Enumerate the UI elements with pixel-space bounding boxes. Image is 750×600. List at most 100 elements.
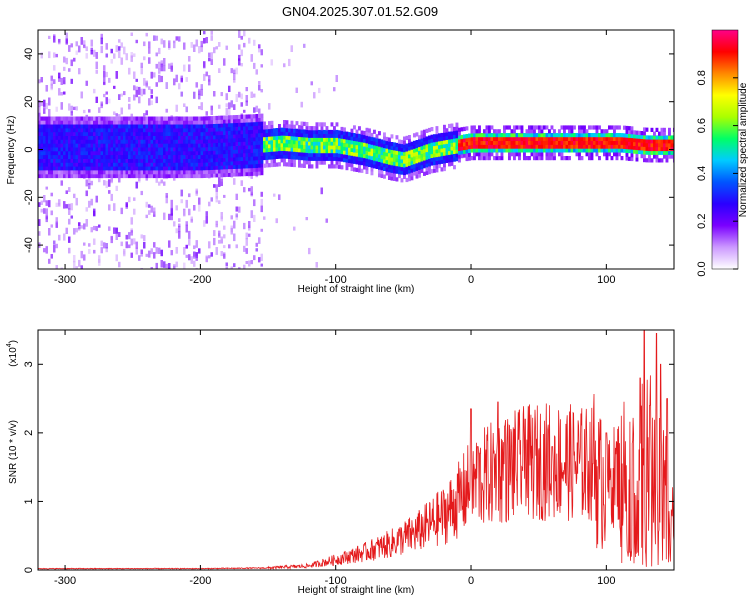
spectrogram-cell — [180, 139, 184, 144]
spectrogram-cell — [340, 146, 344, 151]
spectrogram-cell — [390, 157, 394, 162]
spectrogram-cell — [178, 143, 181, 148]
spectrogram-cell — [210, 139, 214, 144]
spectrogram-cell — [158, 124, 161, 129]
spectrogram-cell — [293, 151, 296, 156]
spectrogram-cell — [123, 147, 126, 152]
spectrogram-cell — [88, 109, 91, 113]
spectrogram-cell — [608, 136, 611, 141]
spectrogram-cell — [45, 131, 49, 136]
spectrogram-cell — [108, 98, 111, 104]
spectrogram-cell — [285, 147, 289, 152]
spectrogram-cell — [245, 145, 249, 150]
spectrogram-cell — [413, 156, 416, 161]
spectrogram-cell — [95, 173, 99, 179]
spectrogram-cell — [48, 128, 51, 133]
spectrogram-cell — [50, 224, 53, 228]
spectrogram-cell — [105, 131, 109, 136]
spectrogram-cell — [115, 71, 118, 79]
spectrogram-cell — [298, 140, 301, 145]
spectrogram-cell — [485, 136, 489, 141]
spectrogram-cell — [95, 61, 98, 70]
spectrogram-cell — [533, 129, 536, 134]
spectrogram-cell — [480, 152, 484, 157]
spectrogram-cell — [433, 149, 436, 154]
spectrogram-cell — [195, 173, 199, 179]
spectrogram-cell — [405, 177, 409, 183]
spectrogram-cell — [193, 158, 196, 163]
spectrogram-cell — [305, 144, 309, 150]
spectrogram-cell — [545, 152, 549, 157]
spectrogram-cell — [300, 121, 304, 126]
spectrogram-cell — [118, 50, 121, 59]
spectrogram-cell — [238, 137, 241, 142]
spectrogram-cell — [240, 102, 243, 107]
spectrogram-cell — [205, 211, 208, 216]
spectrogram-cell — [233, 233, 236, 242]
spectrogram-cell — [218, 142, 221, 147]
spectrogram-cell — [175, 205, 178, 211]
spectrogram-cell — [173, 78, 176, 86]
spectrogram-cell — [425, 151, 429, 156]
spectrogram-cell — [53, 35, 56, 43]
spectrogram-cell — [425, 136, 429, 141]
spectrogram-cell — [563, 140, 566, 145]
spectrogram-cell — [358, 145, 361, 150]
spectrogram-cell — [205, 111, 208, 116]
spectrogram-cell — [200, 135, 204, 140]
spectrogram-cell — [175, 128, 179, 133]
spectrogram-cell — [273, 132, 276, 137]
spectrogram-cell — [230, 168, 234, 173]
spectrogram-cell — [175, 104, 178, 112]
spectrogram-cell — [483, 140, 486, 145]
spectrogram-cell — [165, 162, 169, 167]
spectrogram-cell — [103, 120, 106, 125]
spectrogram-cell — [208, 52, 211, 58]
spectrogram-cell — [118, 162, 121, 167]
spectrogram-cell — [220, 239, 223, 244]
spectrogram-cell — [338, 145, 341, 150]
spectrogram-cell — [308, 152, 311, 157]
spectrogram-cell — [185, 221, 188, 226]
spectrogram-cell — [385, 159, 389, 164]
spectrogram-cell — [95, 162, 99, 167]
spectrogram-cell — [63, 56, 66, 63]
spectrogram-cell — [180, 131, 184, 136]
spectrogram-cell — [455, 157, 459, 162]
spectrogram-cell — [588, 136, 591, 141]
spectrogram-cell — [148, 135, 151, 140]
spectrogram-cell — [390, 134, 394, 139]
spectrogram-cell — [270, 155, 274, 160]
spectrogram-cell — [125, 241, 128, 249]
spectrogram-cell — [218, 134, 221, 140]
spectrogram-cell — [195, 147, 199, 152]
spectrogram-cell — [348, 151, 351, 156]
spectrogram-cell — [405, 162, 409, 167]
spectrogram-cell — [110, 158, 114, 163]
spectrogram-cell — [225, 126, 229, 132]
spectrogram-cell — [160, 162, 164, 167]
spectrogram-cell — [320, 152, 324, 157]
spectrogram-cell — [248, 171, 251, 176]
spectrogram-cell — [550, 148, 554, 153]
spectrogram-cell — [563, 156, 566, 161]
spectrogram-cell — [385, 152, 389, 157]
spectrogram-cell — [160, 249, 163, 257]
spectrogram-cell — [255, 163, 259, 168]
spectrogram-cell — [205, 139, 209, 144]
spectrogram-cell — [460, 127, 464, 132]
spectrogram-cell — [43, 124, 46, 129]
spectrogram-cell — [170, 166, 174, 171]
spectrogram-cell — [218, 174, 221, 182]
spectrogram-cell — [643, 135, 646, 140]
spectrogram-cell — [605, 140, 609, 145]
spectrogram-cell — [85, 173, 89, 179]
spectrogram-cell — [398, 154, 401, 159]
spectrogram-cell — [143, 147, 146, 152]
spectrogram-cell — [68, 128, 71, 133]
spectrogram-cell — [258, 144, 261, 149]
spectrogram-cell — [560, 133, 564, 138]
spectrogram-cell — [208, 146, 211, 151]
spectrogram-cell — [80, 131, 84, 136]
